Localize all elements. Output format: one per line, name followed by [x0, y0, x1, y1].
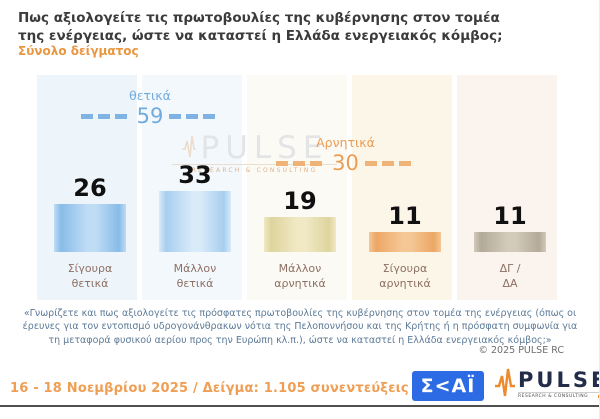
bar-value: 19: [283, 187, 317, 215]
column-band-5: [457, 75, 557, 300]
dash-line-right: [364, 160, 415, 166]
dash-line-left: [276, 160, 327, 166]
bar: [264, 217, 336, 252]
column-band-1: [37, 75, 137, 300]
column-band-2: [142, 75, 242, 300]
pulse-logo-name: PULSE: [518, 367, 600, 392]
column-band-4: [352, 75, 452, 300]
positive-group-label: θετικά: [129, 88, 171, 103]
bar-chart: PULSE RESEARCH & CONSULTING θετικά 59 Αρ…: [0, 75, 599, 300]
bar-value: 11: [493, 202, 527, 230]
bar-cell-sigoura-arnitika: 11: [369, 204, 441, 252]
fieldwork-info: 16 - 18 Νοεμβρίου 2025 / Δείγμα: 1.105 σ…: [10, 381, 409, 396]
bar: [54, 204, 126, 252]
category-label: Σίγουρα θετικά: [67, 262, 113, 290]
watermark-name: PULSE: [200, 130, 329, 166]
bar-value: 11: [388, 202, 422, 230]
pulse-watermark: PULSE RESEARCH & CONSULTING: [172, 130, 337, 174]
bar-cell-dg-da: 11: [474, 204, 546, 252]
pulse-logo-tagline-row: RESEARCH & CONSULTING: [518, 392, 599, 400]
bar-cell-sigoura-thetika: 26: [54, 176, 126, 252]
pulse-waveform-watermark-icon: [181, 135, 196, 158]
positive-group-row: 59: [75, 104, 225, 128]
category-label: Μάλλον αρνητικά: [274, 262, 326, 290]
pulse-logo-text: PULSE RESEARCH & CONSULTING: [518, 367, 600, 400]
category-label: ΔΓ / ΔΑ: [499, 262, 521, 290]
bar-value: 26: [73, 174, 107, 202]
title-line-1: Πως αξιολογείτε τις πρωτοβουλίες της κυβ…: [18, 10, 500, 26]
negative-group-bracket: Αρνητικά 30: [268, 135, 423, 175]
negative-group-row: 30: [268, 151, 423, 175]
bars-row: 26 33 19 11 11: [0, 163, 599, 252]
dash-line-left: [80, 113, 131, 119]
dash-line-right: [169, 113, 220, 119]
column-band-3: [247, 75, 347, 300]
bar: [159, 191, 231, 252]
pulse-waveform-icon: [495, 368, 515, 397]
negative-group-label: Αρνητικά: [316, 135, 375, 150]
watermark-row: PULSE: [172, 130, 337, 166]
bottom-divider: [0, 405, 599, 407]
bar-value: 33: [178, 161, 212, 189]
skai-logo: Σ<ΑΪ: [412, 371, 484, 401]
page-title: Πως αξιολογείτε τις πρωτοβουλίες της κυβ…: [18, 10, 588, 45]
category-labels: Σίγουρα θετικά Μάλλον θετικά Μάλλον αρνητικ…: [0, 262, 599, 292]
positive-group-value: 59: [136, 104, 164, 128]
bar-cell-mallon-arnitika: 19: [264, 189, 336, 252]
watermark-tagline: RESEARCH & CONSULTING: [172, 164, 337, 174]
copyright: © 2025 PULSE RC: [478, 345, 564, 356]
category-label: Σίγουρα αρνητικά: [379, 262, 431, 290]
sample-subtitle: Σύνολο δείγματος: [18, 44, 139, 58]
bar-cell-mallon-thetika: 33: [159, 163, 231, 252]
negative-group-value: 30: [332, 151, 359, 175]
pulse-logo: PULSE RESEARCH & CONSULTING: [494, 366, 600, 402]
bar: [369, 232, 441, 252]
category-label: Μάλλον θετικά: [173, 262, 217, 290]
title-line-2: της ενέργειας, ώστε να καταστεί η Ελλάδα…: [18, 27, 503, 44]
pulse-mini-mark: [598, 395, 599, 399]
positive-group-bracket: θετικά 59: [75, 88, 225, 128]
question-footnote: «Γνωρίζετε και πως αξιολογείτε τις πρόσφ…: [22, 308, 578, 346]
pulse-logo-tagline: RESEARCH & CONSULTING: [518, 394, 589, 400]
bar: [474, 232, 546, 252]
